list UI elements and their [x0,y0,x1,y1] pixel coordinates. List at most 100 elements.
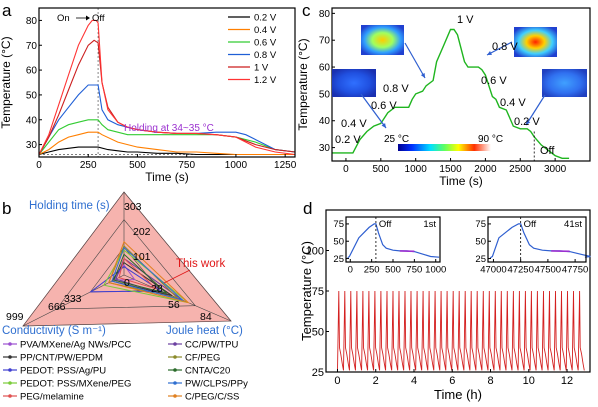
inset-41st-y-tick-label: 50 [475,237,486,248]
panel-d-y-tick-label: 75 [312,286,324,298]
conductivity-axis-title: Conductivity (S m⁻¹) [2,325,106,337]
radar-series-7 [111,246,184,301]
legend-marker-8 [8,394,12,398]
panel-c-y-tick-label: 30 [319,143,331,154]
panel-d-x-tick-label: 12 [561,375,573,387]
inset-41st-x-tick-label: 47250 [507,265,533,276]
legend-label-6: PEDOT: PSS/MXene/PEG [20,379,131,390]
series-line-0.8V [38,84,296,155]
panel-d-y-tick-label: 50 [312,326,324,338]
inset-41st-curve [489,223,591,259]
panel-d-y-tick-label: 25 [312,367,324,379]
panel-a-y-tick-label: 30 [26,140,38,151]
step-voltage-label-0: 0.2 V [335,134,361,146]
legend-marker-7 [173,381,177,385]
thermal-image-0-2v [332,69,376,97]
legend-label-3: CF/PEG [185,353,220,364]
inset-1st-x-tick-label: 750 [406,265,422,276]
legend-marker-0 [8,342,12,346]
inset-1st-x-tick-label: 1000 [425,265,446,276]
y-axis-label: Temperature (°C) [296,38,310,130]
panel-c-y-tick-label: 40 [319,116,331,127]
inset-1st-off-label: Off [379,219,392,230]
inset-41st-y-tick-label: 25 [475,254,486,265]
cycling-temperature-line [337,290,585,371]
panel-c-x-tick-label: 3000 [544,164,567,175]
legend-label-2: PP/CNT/PW/EPDM [20,353,103,364]
legend-label-8: PEG/melamine [20,392,84,403]
legend-label-4: PEDOT: PSS/Ag/PU [20,366,106,377]
panel-d-x-tick-label: 6 [449,375,455,387]
joule-tick-label: 84 [200,311,212,323]
panel-c-x-tick-label: 2000 [474,164,497,175]
radar-grid-0 [22,191,232,327]
series-line-0.4V [38,131,295,156]
holding-axis-title: Holding time (s) [29,200,110,212]
arrow-to-off-image [525,94,546,126]
inset-1st-x-tick-label: 500 [385,265,401,276]
legend-label-1: 0.4 V [254,25,277,36]
panel-a-x-tick-label: 1000 [225,160,248,171]
arrow-to-0-2v-image [360,93,387,129]
this-work-pointer [163,269,191,284]
step-voltage-label-8: 0.2 V [514,116,540,128]
holding-label: Holding at 34~35 °C [124,123,214,134]
on-label: On [57,13,70,24]
holding-tick-label: 0 [124,277,130,289]
inset-1st-y-tick-label: 75 [333,219,344,230]
legend-label-0: 0.2 V [254,13,277,24]
inset-1st-curve [347,223,440,259]
legend-marker-4 [8,368,12,372]
inset-1st-y-tick-label: 50 [333,237,344,248]
legend-marker-5 [173,368,177,372]
step-voltage-label-5: 0.8 V [492,41,518,53]
radar-series-8 [118,257,157,290]
legend-label-1: CC/PW/TPU [185,340,238,351]
legend-marker-1 [173,342,177,346]
panel-b-label: b [2,199,11,218]
x-axis-label: Time (s) [439,174,483,188]
inset-1st-tag: 1st [423,219,436,230]
conductivity-tick-label: 666 [48,301,66,313]
legend-marker-2 [8,355,12,359]
colorbar-min-label: 25 °C [384,134,409,145]
legend-marker-6 [8,381,12,385]
thermal-image-0-8v-rising [361,25,404,55]
radar-series-5 [113,253,168,294]
panel-c-x-tick-label: 0 [343,164,349,175]
joule-axis-title: Joule heat (°C) [166,325,243,337]
on-off-arrowhead [86,15,90,21]
panel-a: a 0 250 500 750 1000 1250 30 40 50 60 70 80 Time (s) T… [0,1,297,184]
legend-label-3: 0.8 V [254,50,277,61]
panel-d-x-tick-label: 4 [411,375,417,387]
step-voltage-label-6: 0.6 V [481,75,507,87]
off-label: Off [540,145,555,157]
legend-label-9: C/PEG/C/SS [185,392,239,403]
radar-series-9 [108,240,190,304]
panel-d-x-tick-label: 8 [487,375,493,387]
panel-c-y-tick-label: 60 [319,63,331,74]
panel-d-x-tick-label: 2 [373,375,379,387]
panel-d-x-tick-label: 10 [523,375,535,387]
joule-tick-label: 28 [151,283,163,295]
panel-c-y-tick-label: 80 [319,9,331,20]
step-voltage-label-2: 0.6 V [371,100,397,112]
thermal-image-0-8v-cooling [514,27,557,57]
inset-1st-x-tick-label: 250 [364,265,380,276]
inset-1st-x-tick-label: 0 [348,265,353,276]
joule-tick-label: 56 [168,299,180,311]
panel-a-y-tick-label: 40 [26,115,38,126]
holding-tick-label: 303 [124,201,142,213]
this-work-label: This work [176,258,225,270]
inset-41st-x-tick-label: 47750 [562,265,588,276]
inset-41st-x-tick-label: 47500 [535,265,561,276]
y-axis-label: Temperature (°C) [299,241,314,341]
colorbar-max-label: 90 °C [478,134,503,145]
series-line-1.2V [38,19,296,156]
thermal-image-off [542,69,587,97]
arrow-to-off-image-head [526,120,531,125]
panel-a-y-tick-label: 70 [26,41,38,52]
panel-c-x-tick-label: 1500 [439,164,462,175]
legend-label-0: PVA/MXene/Ag NWs/PCC [20,340,131,351]
conductivity-tick-label: 333 [64,293,82,305]
